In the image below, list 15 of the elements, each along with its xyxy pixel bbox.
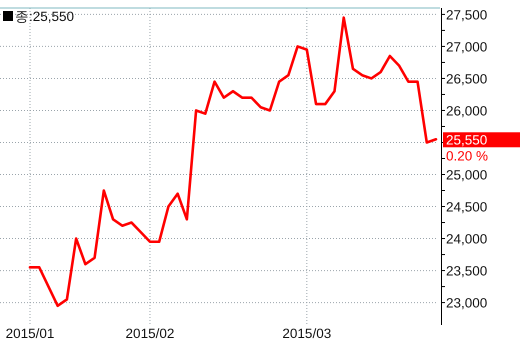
text: 0.20 % <box>446 148 488 164</box>
y-tick-label: 24,500 <box>446 200 488 215</box>
text: 25,550 <box>446 132 488 148</box>
annotation: 종:25,550 <box>15 9 74 24</box>
x-tick-label: 2015/01 <box>6 326 54 341</box>
y-tick-label: 26,000 <box>446 103 488 118</box>
y-tick-label: 25,000 <box>446 168 488 183</box>
y-tick-label: 23,000 <box>446 296 488 311</box>
y-tick-label: 26,500 <box>446 71 488 86</box>
x-tick-label: 2015/03 <box>282 326 332 341</box>
y-tick-label: 27,500 <box>446 7 488 22</box>
y-tick-label: 23,500 <box>446 264 488 279</box>
x-tick-label: 2015/02 <box>126 326 174 341</box>
y-tick-label: 27,000 <box>446 39 488 54</box>
y-tick-label: 24,000 <box>446 232 488 247</box>
